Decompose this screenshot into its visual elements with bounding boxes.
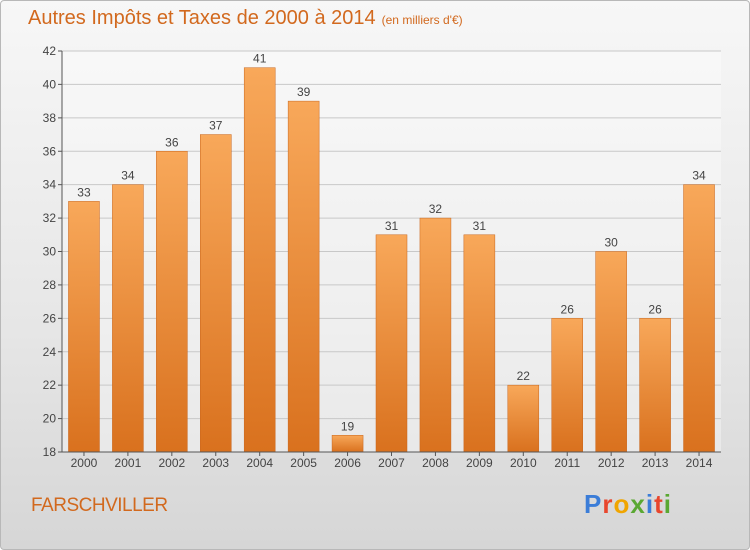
bar-2011 [551,318,583,453]
bar-2002 [156,151,188,453]
x-tick-label: 2010 [510,456,537,470]
x-tick-label: 2006 [334,456,361,470]
value-label: 22 [517,369,531,383]
x-tick-label: 2000 [71,456,98,470]
x-tick-label: 2014 [686,456,713,470]
bar-2004 [243,67,276,453]
logo-letter: i [645,489,655,519]
proxiti-logo: Proxiti [584,489,672,520]
y-tick-label: 32 [43,211,57,225]
value-label: 41 [253,52,267,66]
value-label: 33 [77,185,91,199]
commune-name: FARSCHVILLER [31,495,168,516]
bar-2006 [331,435,364,453]
y-tick-label: 18 [43,445,57,459]
bar-2000 [68,201,100,453]
y-tick-label: 30 [43,245,57,259]
x-tick-label: 2004 [246,456,273,470]
y-tick-label: 36 [43,144,57,158]
value-label: 39 [297,85,311,99]
y-tick-label: 34 [43,178,57,192]
y-tick-label: 22 [43,378,57,392]
x-tick-label: 2012 [598,456,625,470]
x-tick-label: 2013 [642,456,669,470]
x-tick-label: 2002 [158,456,185,470]
y-tick-label: 24 [43,345,57,359]
y-tick-label: 26 [43,311,57,325]
value-label: 34 [121,169,135,183]
value-label: 31 [385,219,399,233]
logo-letter: i [663,489,672,519]
y-tick-label: 40 [43,77,57,91]
x-tick-label: 2005 [290,456,317,470]
logo-letter: t [654,489,664,519]
value-label: 31 [473,219,487,233]
bar-2013 [639,318,671,453]
x-tick-label: 2003 [202,456,229,470]
value-label: 26 [648,302,662,316]
bar-2005 [287,100,320,453]
bar-2008 [419,217,452,453]
bar-2012 [595,251,627,453]
x-tick-label: 2001 [115,456,142,470]
x-tick-label: 2009 [466,456,493,470]
value-label: 34 [692,169,706,183]
value-label: 30 [604,236,618,250]
value-label: 26 [561,302,575,316]
bars: 33 34 36 37 41 39 19 31 32 31 22 26 30 26 34 [68,52,715,453]
value-label: 36 [165,135,179,149]
y-tick-label: 38 [43,111,57,125]
unit-note: (en milliers d'€) [381,13,463,27]
chart-title: Autres Impôts et Taxes de 2000 à 2014 (en… [28,7,463,30]
value-label: 37 [209,119,223,133]
y-tick-label: 20 [43,412,57,426]
logo-letter: r [602,489,614,519]
value-label: 19 [341,419,355,433]
y-tick-label: 28 [43,278,57,292]
y-tick-label: 42 [43,44,57,58]
x-tick-label: 2007 [378,456,405,470]
logo-letter: P [584,489,603,519]
logo-letter: x [630,489,646,519]
bar-2003 [200,134,232,453]
logo-letter: o [613,489,631,519]
title-text: Autres Impôts et Taxes de 2000 à 2014 [28,7,376,29]
value-label: 32 [429,202,443,216]
bar-2014 [683,184,715,453]
x-tick-label: 2011 [554,456,580,470]
bar-2007 [375,234,408,453]
axes: 18 20 22 24 26 28 30 32 34 36 38 40 42 2000 2001 2002 20… [43,44,721,470]
x-tick-label: 2008 [422,456,449,470]
bar-2010 [507,384,540,453]
bar-2001 [112,184,144,453]
bar-2009 [463,234,496,453]
